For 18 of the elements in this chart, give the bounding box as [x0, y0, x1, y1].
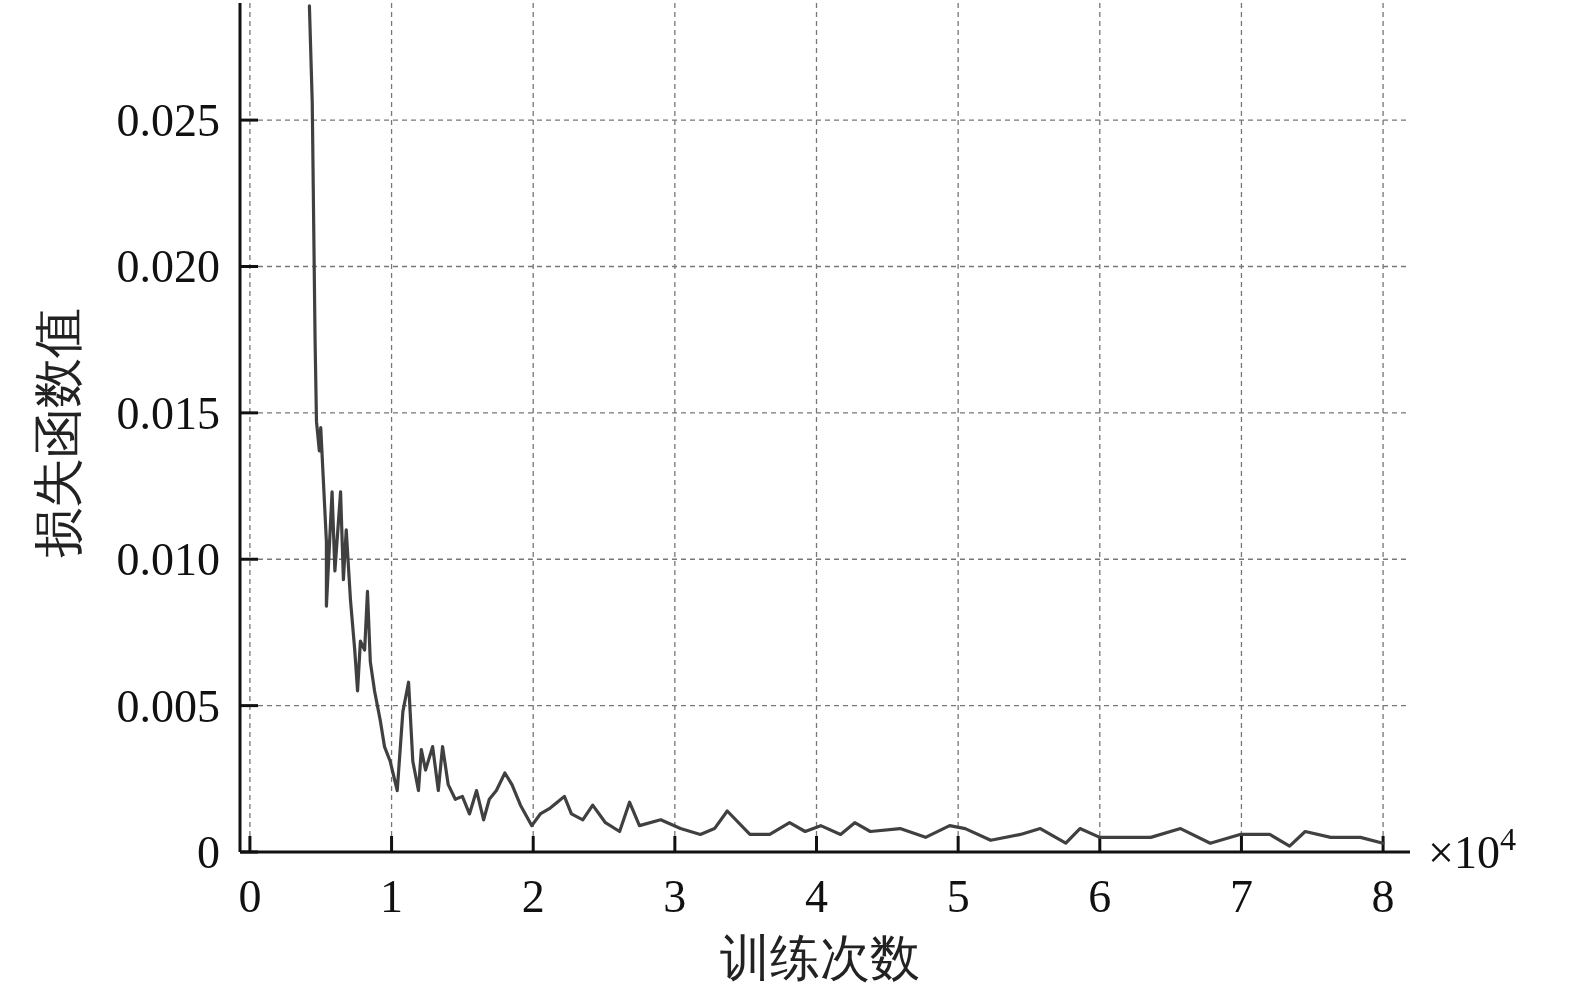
x-tick-label: 1 [380, 871, 404, 922]
x-tick-label: 6 [1088, 871, 1112, 922]
y-tick-label: 0.025 [116, 95, 220, 147]
x-tick-label: 4 [805, 871, 828, 922]
x-tick-label: 7 [1229, 871, 1253, 922]
y-tick-label: 0.015 [116, 387, 220, 439]
x-tick-label: 8 [1371, 871, 1395, 922]
x-tick-label: 0 [238, 871, 262, 922]
x-tick-label: 2 [521, 871, 545, 922]
x-tick-label: 3 [663, 871, 687, 922]
y-tick-label: 0.005 [116, 680, 220, 732]
y-tick-label: 0.020 [116, 241, 220, 293]
x-axis-title: 训练次数 [720, 930, 920, 986]
y-axis-title: 损失函数值 [30, 307, 86, 558]
x-tick-label: 5 [946, 871, 970, 922]
annotation: ×10$^{4}$ [1428, 821, 1517, 878]
y-tick-label: 0 [197, 827, 220, 878]
y-tick-label: 0.010 [116, 534, 220, 586]
